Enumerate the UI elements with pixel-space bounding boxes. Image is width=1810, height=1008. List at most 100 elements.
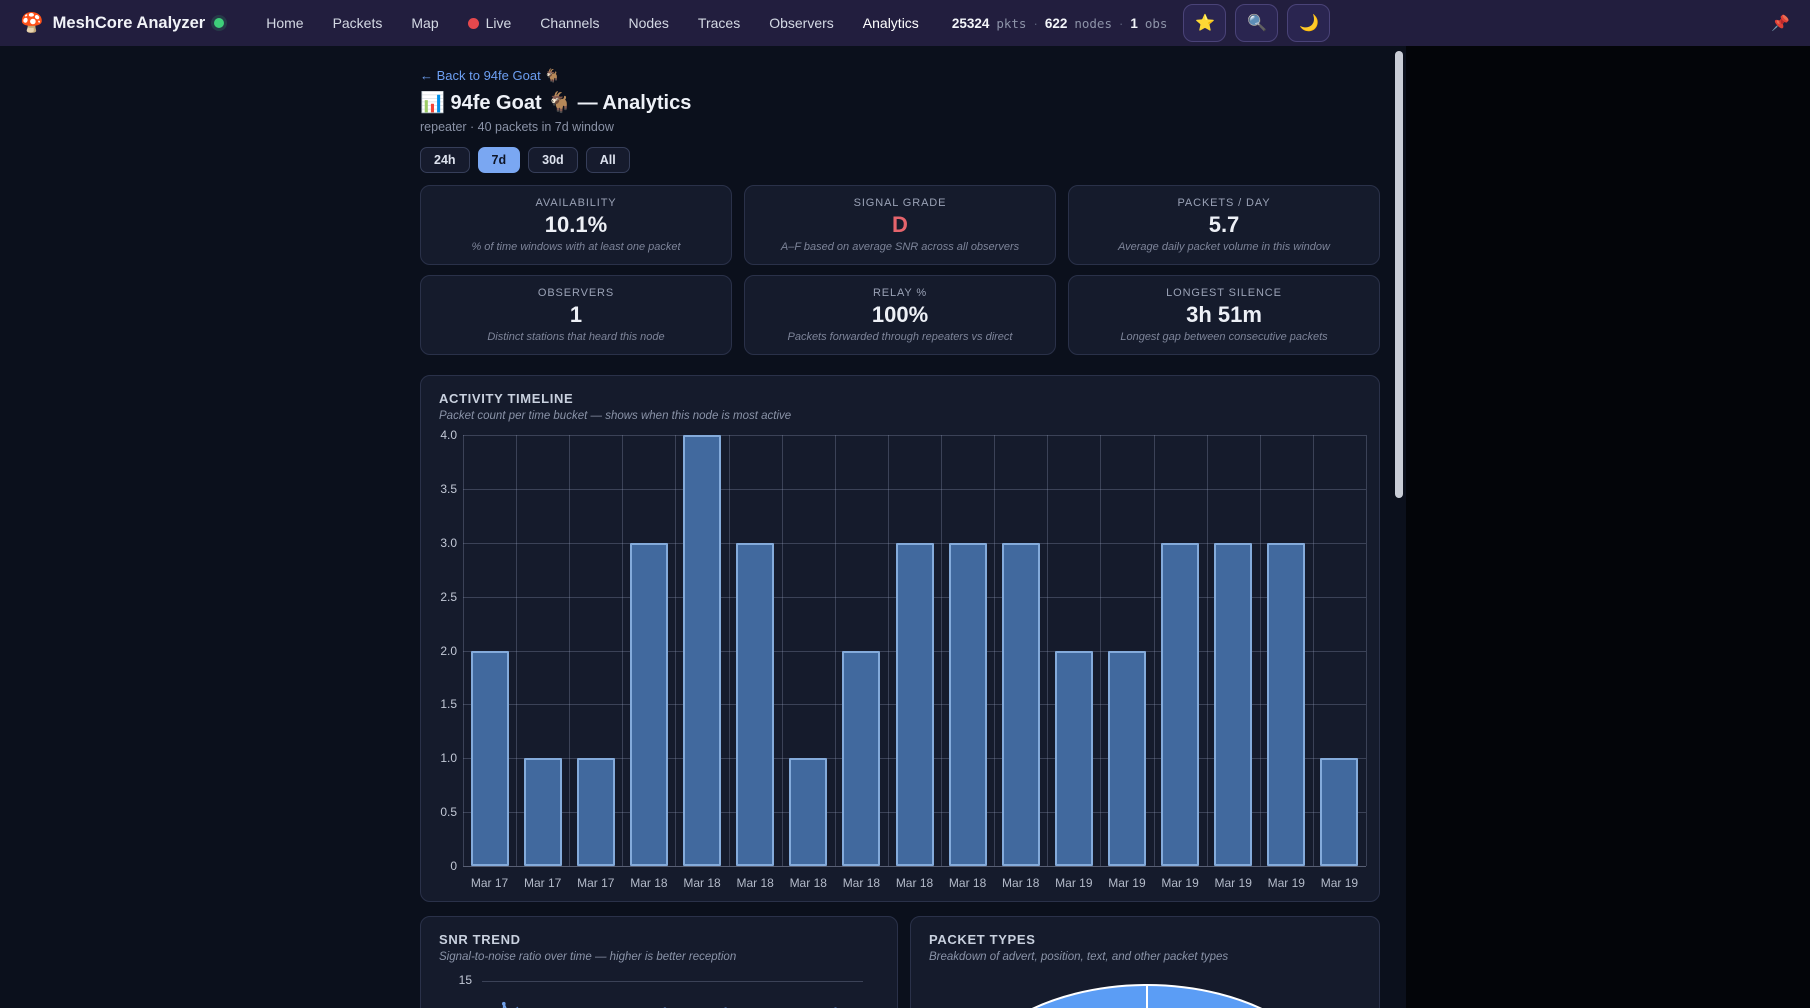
status-online-dot-icon (214, 18, 225, 28)
range-button-all[interactable]: All (585, 147, 630, 173)
timeline-bar[interactable] (683, 435, 722, 866)
v-gridline (1047, 435, 1049, 866)
x-axis-label: Mar 18 (948, 876, 987, 890)
stat-card-value: 10.1% (544, 212, 608, 237)
back-link[interactable]: ← Back to 94fe Goat 🐐 (420, 68, 561, 83)
timeline-bar[interactable] (1107, 650, 1146, 866)
snr-line (502, 1003, 518, 1008)
nav-item-nodes[interactable]: Nodes (628, 15, 669, 31)
y-axis-tick-label: 1.0 (440, 751, 457, 766)
x-axis-label: Mar 19 (1108, 876, 1146, 890)
stat-unit-nodes: nodes (1074, 15, 1112, 31)
nav-item-home[interactable]: Home (266, 15, 304, 31)
v-gridline (1153, 435, 1155, 866)
stat-card: RELAY % 100% Packets forwarded through rep… (744, 275, 1056, 355)
v-gridline (463, 435, 464, 866)
stats-separator: · (1033, 15, 1038, 31)
nav-item-packets[interactable]: Packets (332, 15, 383, 31)
timeline-bar[interactable] (948, 542, 987, 866)
y-axis-tick-label: 0 (450, 859, 457, 873)
stat-card-label: LONGEST SILENCE (1166, 287, 1282, 299)
x-axis-label: Mar 17 (577, 876, 615, 890)
x-axis-label: Mar 19 (1267, 876, 1305, 890)
favorites-button[interactable]: ⭐ (1183, 4, 1227, 42)
nav-items: Home Packets Map Live Channels Nodes Traces Obs… (266, 15, 948, 31)
v-gridline (569, 435, 571, 866)
stat-card: AVAILABILITY 10.1% % of time windows with … (420, 185, 732, 265)
stat-card-value: 1 (569, 302, 583, 327)
snr-line-chart (502, 1001, 837, 1008)
y-axis-tick-label: 2.0 (440, 643, 457, 658)
stat-card-label: RELAY % (872, 287, 928, 299)
nav-item-map[interactable]: Map (411, 15, 439, 31)
stat-card-label: OBSERVERS (537, 287, 615, 299)
timeline-bar[interactable] (736, 542, 775, 866)
activity-timeline-panel: ACTIVITY TIMELINE Packet count per time … (420, 375, 1380, 902)
x-axis-label: Mar 19 (1055, 876, 1093, 890)
packet-types-pie-chart (1031, 984, 1263, 1008)
x-axis-label: Mar 18 (842, 876, 881, 890)
timeline-bar[interactable] (1267, 542, 1306, 866)
timeline-bar[interactable] (1320, 758, 1359, 866)
stat-unit-pkts: pkts (996, 15, 1027, 31)
content-column: ← Back to 94fe Goat 🐐 📊 94fe Goat 🐐 — An… (420, 46, 1380, 1008)
time-range-buttons: 24h 7d 30d All (420, 147, 1380, 173)
stat-card: SIGNAL GRADE D A–F based on average SNR ac… (744, 185, 1056, 265)
stat-unit-obs: obs (1144, 15, 1168, 31)
timeline-bar[interactable] (895, 542, 934, 866)
timeline-bar[interactable] (629, 542, 668, 866)
timeline-bar[interactable] (1161, 542, 1200, 866)
v-gridline (675, 435, 677, 866)
timeline-bar[interactable] (470, 650, 509, 866)
timeline-bar[interactable] (576, 758, 615, 866)
timeline-bar[interactable] (789, 758, 828, 866)
star-icon: ⭐ (1194, 15, 1215, 32)
theme-toggle-button[interactable]: 🌙 (1287, 4, 1331, 42)
timeline-bar[interactable] (842, 650, 881, 866)
stat-card-value: D (892, 212, 908, 237)
timeline-bar[interactable] (1001, 542, 1040, 866)
activity-timeline-subtitle: Packet count per time bucket — shows whe… (439, 410, 792, 422)
nav-item-live[interactable]: Live (467, 15, 511, 31)
y-axis-tick-label: 2.5 (440, 589, 457, 604)
v-gridline (728, 435, 730, 866)
nav-item-observers[interactable]: Observers (769, 15, 834, 31)
page-title: 📊 94fe Goat 🐐 — Analytics (420, 92, 692, 114)
page-subtitle: repeater · 40 packets in 7d window (420, 120, 614, 134)
v-gridline (1206, 435, 1208, 866)
timeline-bar[interactable] (1214, 542, 1253, 866)
stat-value-pkts: 25324 (951, 15, 990, 31)
y-axis-tick-label: 3.5 (440, 481, 457, 496)
app-title: MeshCore Analyzer (52, 13, 206, 32)
y-axis-tick-label: 4.0 (440, 428, 457, 442)
snr-trend-subtitle: Signal-to-noise ratio over time — higher… (439, 951, 737, 963)
timeline-bar[interactable] (1054, 650, 1093, 866)
stat-card-label: PACKETS / DAY (1177, 197, 1271, 209)
content-region: ← Back to 94fe Goat 🐐 📊 94fe Goat 🐐 — An… (0, 46, 1406, 1008)
x-axis-label: Mar 18 (895, 876, 934, 890)
timeline-bar[interactable] (523, 758, 562, 866)
nav-item-channels[interactable]: Channels (540, 15, 600, 31)
v-gridline (994, 435, 996, 866)
brand[interactable]: 🍄 MeshCore Analyzer (20, 13, 225, 33)
magnifier-icon: 🔍 (1246, 15, 1267, 32)
pin-icon[interactable]: 📌 (1771, 15, 1790, 32)
x-axis-label: Mar 18 (683, 876, 721, 890)
y-axis-tick-label: 3.0 (440, 535, 457, 550)
stat-value-obs: 1 (1130, 15, 1138, 31)
range-button-30d[interactable]: 30d (528, 147, 578, 173)
nav-item-traces[interactable]: Traces (697, 15, 741, 31)
nav-item-analytics[interactable]: Analytics (862, 15, 919, 31)
stat-card-description: Packets forwarded through repeaters vs d… (787, 331, 1013, 343)
scrollbar-thumb[interactable] (1395, 51, 1403, 498)
range-button-24h[interactable]: 24h (420, 147, 470, 173)
h-gridline (463, 435, 1366, 436)
stat-card-label: SIGNAL GRADE (853, 197, 947, 209)
stats-separator: · (1118, 15, 1124, 31)
v-gridline (941, 435, 943, 866)
range-button-7d[interactable]: 7d (477, 147, 521, 173)
search-button[interactable]: 🔍 (1235, 4, 1279, 42)
stat-value-nodes: 622 (1044, 15, 1068, 31)
snr-trend-panel: SNR TREND Signal-to-noise ratio over tim… (420, 916, 898, 1008)
